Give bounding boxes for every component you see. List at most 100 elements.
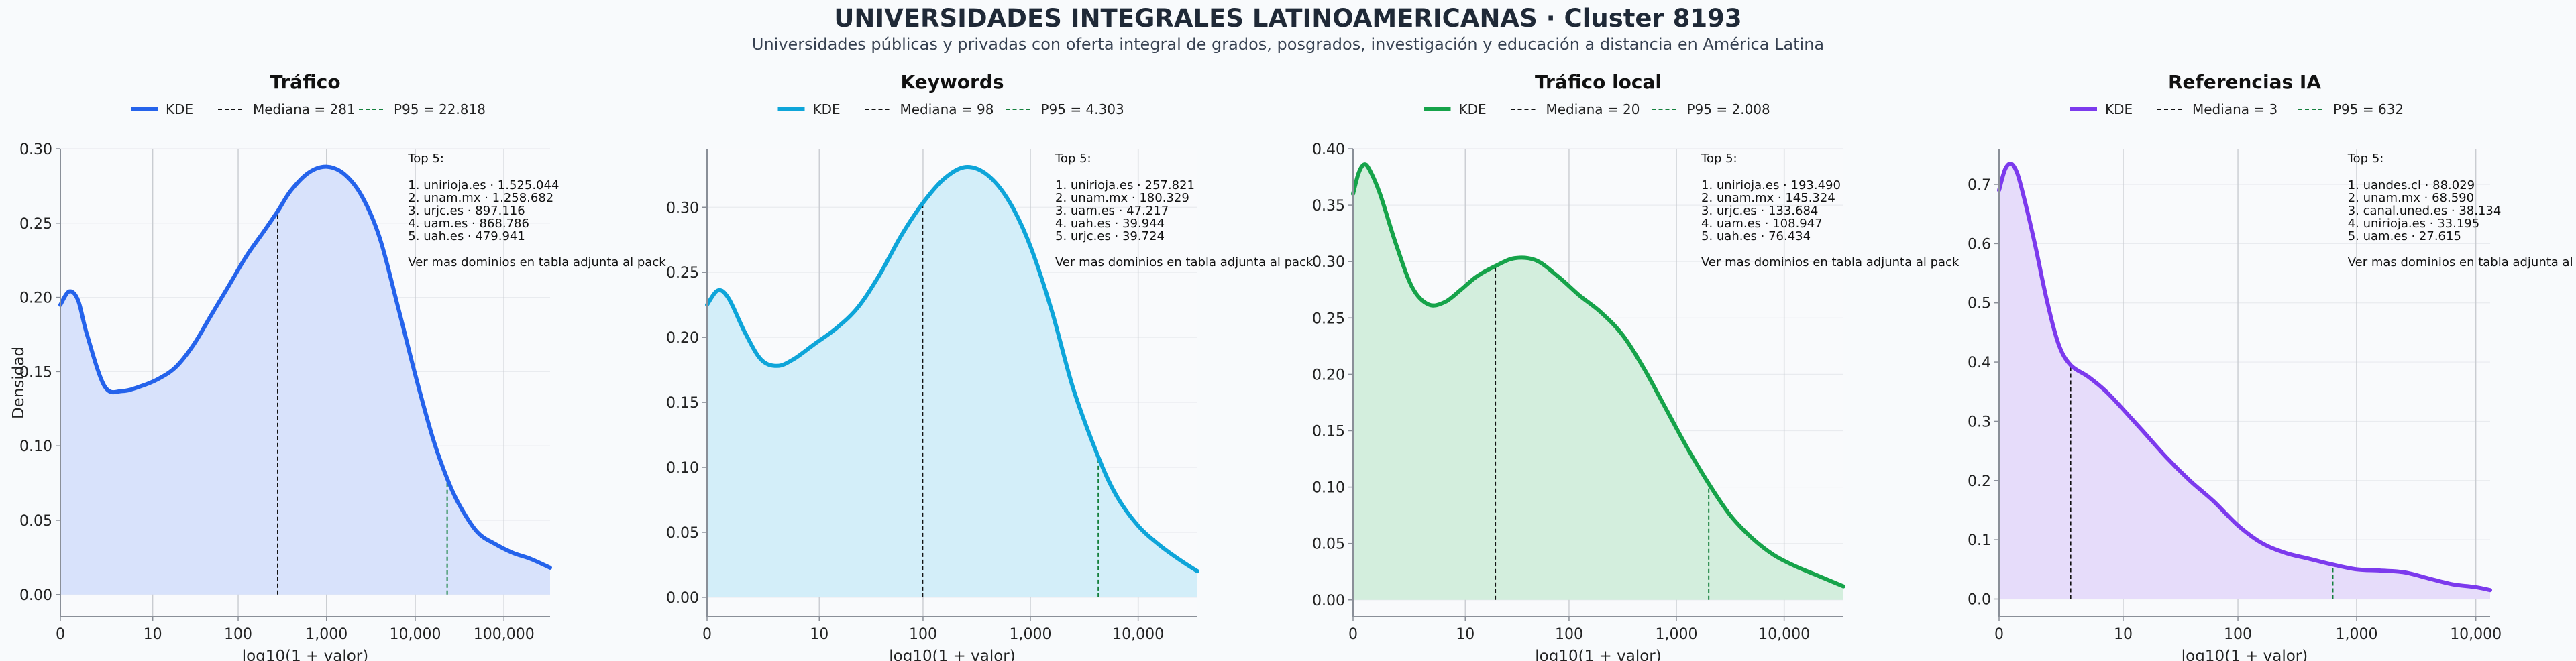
y-tick-label: 0.00 [666,590,699,607]
panel-title: Referencias IA [2168,71,2321,93]
top5-heading: Top 5: [1701,152,1737,166]
x-axis-label: log10(1 + valor) [889,648,1015,661]
top5-item: 2. unam.mx · 145.324 [1701,191,1835,205]
x-tick-label: 100 [224,626,252,643]
kde-area [60,166,550,595]
y-tick-label: 0.30 [1312,254,1345,271]
top5-heading: Top 5: [1055,152,1091,166]
top5-note: Ver mas dominios en tabla adjunta al pac… [1701,255,1960,269]
kde-panel: 0.00 0.05 0.10 0.15 0.20 0.25 0.30 0 10 100 1,000 1… [666,71,1313,661]
top5-item: 4. uam.es · 868.786 [408,217,529,231]
top5-note: Ver mas dominios en tabla adjunta al pac… [408,255,666,269]
top5-item: 2. unam.mx · 68.590 [2348,191,2474,205]
legend-kde-label: KDE [813,101,841,117]
y-tick-label: 0.10 [666,460,699,477]
legend-kde-label: KDE [2105,101,2133,117]
x-tick-label: 0 [702,626,712,643]
legend: KDE Mediana = 3 P95 = 632 [2070,101,2404,117]
legend-median-label: Mediana = 3 [2192,101,2277,117]
top5-item: 2. unam.mx · 180.329 [1055,191,1189,205]
y-tick-label: 0.2 [1968,473,1991,490]
x-tick-label: 10,000 [1758,626,1810,643]
top5-item: 4. uah.es · 39.944 [1055,217,1165,231]
x-tick-label: 100 [1555,626,1583,643]
panel-title: Keywords [900,71,1004,93]
y-tick-label: 0.05 [666,525,699,542]
x-tick-label: 1,000 [1655,626,1697,643]
kde-panel: 0.0 0.1 0.2 0.3 0.4 0.5 0.6 0.7 0 10 100 1,000 10,00… [1968,71,2576,661]
x-tick-label: 100,000 [474,626,535,643]
y-tick-label: 0.25 [19,216,52,233]
y-tick-label: 0.00 [19,587,52,604]
y-tick-label: 0.10 [19,438,52,455]
legend-p95-label: P95 = 4.303 [1041,101,1124,117]
y-tick-label: 0.0 [1968,591,1991,608]
y-tick-label: 0.20 [19,290,52,307]
y-tick-label: 0.05 [19,513,52,530]
y-tick-label: 0.20 [1312,367,1345,383]
y-tick-label: 0.35 [1312,198,1345,215]
kde-area [707,166,1197,597]
kde-curve [1997,162,2492,593]
legend: KDE Mediana = 20 P95 = 2.008 [1424,101,1770,117]
top5-note: Ver mas dominios en tabla adjunta al pac… [2348,255,2576,269]
x-tick-label: 10,000 [1112,626,1164,643]
x-tick-label: 1,000 [305,626,347,643]
y-tick-label: 0.3 [1968,414,1991,430]
top5-item: 5. uah.es · 76.434 [1701,229,1811,243]
x-axis-label: log10(1 + valor) [242,648,368,661]
top5-heading: Top 5: [2347,152,2384,166]
x-tick-label: 0 [1994,626,2004,643]
y-tick-label: 0.25 [1312,310,1345,327]
x-tick-label: 10,000 [2450,626,2502,643]
legend-kde-label: KDE [1459,101,1487,117]
y-tick-label: 0.4 [1968,355,1991,371]
y-tick-label: 0.7 [1968,177,1991,194]
legend-p95-label: P95 = 632 [2333,101,2404,117]
legend-median-label: Mediana = 98 [900,101,994,117]
x-tick-label: 100 [2224,626,2252,643]
top5-item: 1. uandes.cl · 88.029 [2348,178,2475,192]
x-tick-label: 1,000 [1009,626,1051,643]
top5-heading: Top 5: [407,152,444,166]
page-subtitle: Universidades públicas y privadas con of… [751,35,1825,54]
page-title: UNIVERSIDADES INTEGRALES LATINOAMERICANA… [834,4,1742,33]
x-tick-label: 10 [1456,626,1474,643]
legend: KDE Mediana = 281 P95 = 22.818 [131,101,486,117]
kde-curve [705,165,1199,574]
x-tick-label: 1,000 [2336,626,2378,643]
y-tick-label: 0.15 [666,395,699,412]
y-tick-label: 0.15 [1312,423,1345,440]
y-tick-label: 0.10 [1312,480,1345,497]
y-tick-label: 0.30 [19,141,52,158]
top5-item: 1. unirioja.es · 193.490 [1701,178,1841,192]
y-tick-label: 0.6 [1968,236,1991,253]
kde-panel: 0.00 0.05 0.10 0.15 0.20 0.25 0.30 0 10 100 1,000 1… [10,71,666,661]
legend-kde-label: KDE [166,101,193,117]
legend-p95-label: P95 = 2.008 [1687,101,1770,117]
top5-item: 1. unirioja.es · 1.525.044 [408,178,559,192]
kde-panel: 0.00 0.05 0.10 0.15 0.20 0.25 0.30 0.35 0.40 0 10 1… [1312,71,1960,661]
legend-median-label: Mediana = 281 [253,101,356,117]
top5-item: 5. uah.es · 479.941 [408,229,525,243]
x-tick-label: 10,000 [389,626,441,643]
top5-item: 2. unam.mx · 1.258.682 [408,191,553,205]
y-tick-label: 0.1 [1968,532,1991,549]
y-tick-label: 0.20 [666,330,699,347]
y-axis-label: Densidad [10,347,28,419]
legend: KDE Mediana = 98 P95 = 4.303 [777,101,1124,117]
legend-p95-label: P95 = 22.818 [394,101,486,117]
y-tick-label: 0.15 [19,364,52,381]
y-tick-label: 0.40 [1312,141,1345,158]
y-tick-label: 0.5 [1968,296,1991,312]
x-tick-label: 100 [909,626,937,643]
x-axis-label: log10(1 + valor) [2182,648,2308,661]
y-tick-label: 0.30 [666,200,699,217]
x-tick-label: 10 [810,626,828,643]
x-tick-label: 10 [2114,626,2133,643]
top5-note: Ver mas dominios en tabla adjunta al pac… [1055,255,1313,269]
x-tick-label: 10 [144,626,162,643]
